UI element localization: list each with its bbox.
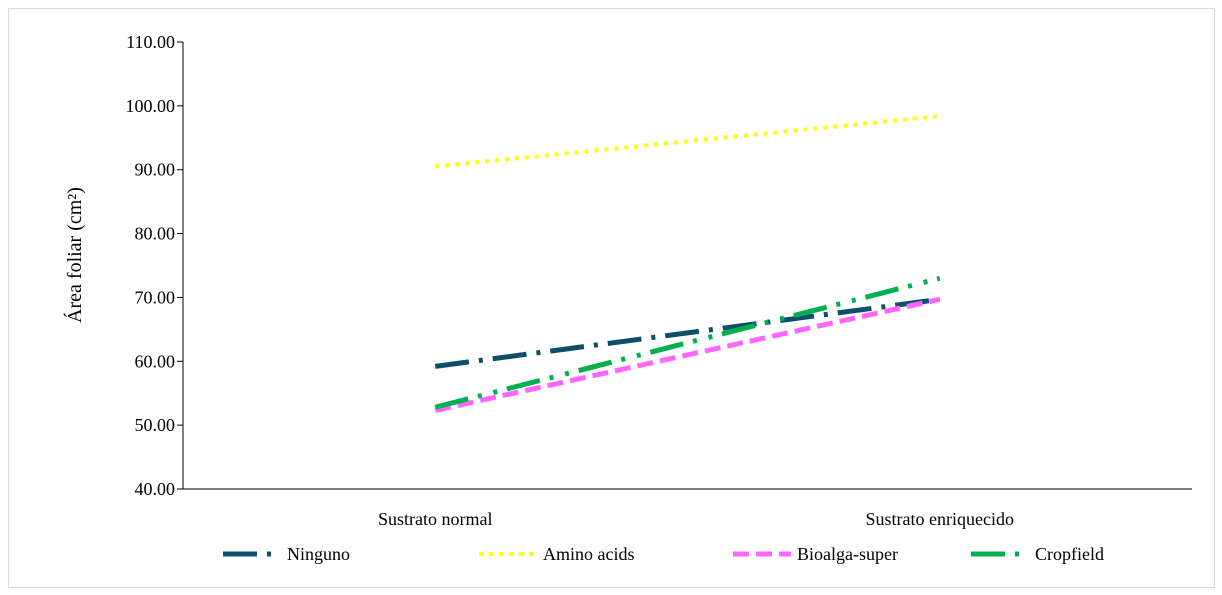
y-tick-label: 60.00 xyxy=(135,351,176,371)
series-lines xyxy=(434,114,941,413)
y-tick-label: 70.00 xyxy=(135,287,176,307)
legend-label: Bioalga-super xyxy=(797,544,898,564)
y-tick-label: 90.00 xyxy=(135,160,176,180)
legend-label: Cropfield xyxy=(1035,544,1104,564)
series-line-amino-acids xyxy=(435,114,940,169)
y-tick-label: 50.00 xyxy=(135,415,176,435)
series-line-bioalga-super xyxy=(434,296,941,413)
y-tick-label: 110.00 xyxy=(126,32,175,52)
y-axis: 40.00 50.00 60.00 70.00 80.00 90.00 100.00 110.… xyxy=(126,32,184,499)
legend-label: Ninguno xyxy=(287,544,350,564)
series-line-ninguno xyxy=(434,296,941,369)
x-tick-label: Sustrato enriquecido xyxy=(866,509,1014,529)
y-axis-title: Área foliar (cm²) xyxy=(63,187,86,323)
chart-frame: 40.00 50.00 60.00 70.00 80.00 90.00 100.00 110.… xyxy=(8,8,1215,588)
x-tick-label: Sustrato normal xyxy=(378,509,493,529)
x-axis: Sustrato normal Sustrato enriquecido xyxy=(183,488,1192,529)
line-chart: 40.00 50.00 60.00 70.00 80.00 90.00 100.00 110.… xyxy=(63,32,1192,564)
y-tick-label: 80.00 xyxy=(135,224,176,244)
series-line-cropfield xyxy=(434,275,941,410)
y-tick-label: 40.00 xyxy=(135,479,176,499)
legend-label: Amino acids xyxy=(543,544,635,564)
y-tick-label: 100.00 xyxy=(126,96,176,116)
legend: Ninguno Amino acids Bioalga-super Cropfield xyxy=(223,544,1104,564)
